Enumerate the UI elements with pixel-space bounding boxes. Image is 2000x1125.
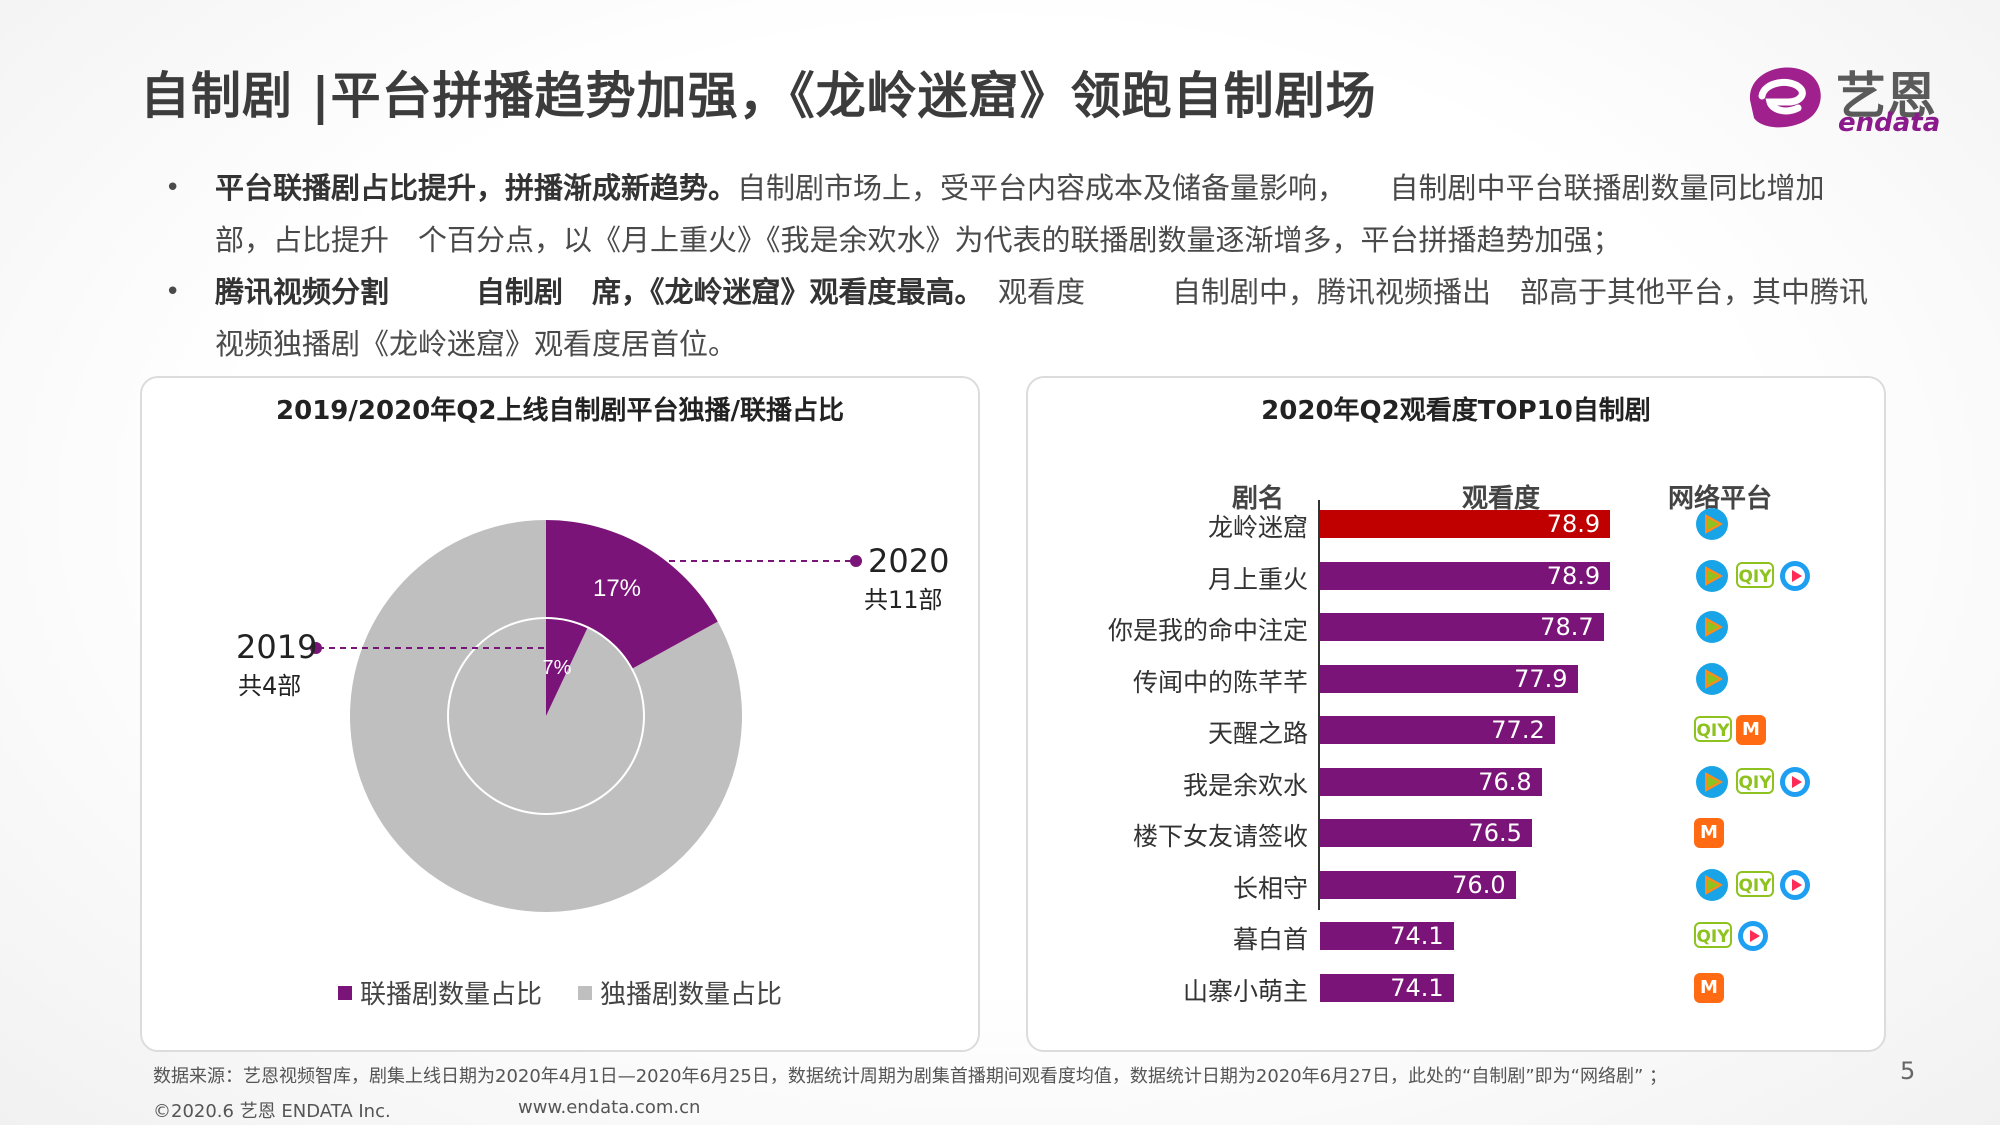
bar-category-label: 楼下女友请签收	[1132, 822, 1308, 851]
logo-cn-text: 艺恩	[1836, 67, 1936, 125]
bullet-text: 观看度 自制剧中，腾讯视频播出 部高于其他平台，其中腾讯视频独播剧《龙岭迷窟》观…	[215, 275, 1869, 361]
bullet-list: • 平台联播剧占比提升，拼播渐成新趋势。自制剧市场上，受平台内容成本及储备量影响…	[160, 162, 1883, 370]
bar-category-label: 我是余欢水	[1182, 770, 1308, 800]
endata-logo: 艺恩 endata	[1740, 56, 1950, 138]
tencent-icon	[1696, 611, 1728, 643]
outer-pct-label: 17%	[593, 575, 641, 602]
bar-value-label: 78.9	[1546, 561, 1601, 590]
bullet-dot: •	[165, 173, 181, 203]
footer-copyright: ©2020.6 艺恩 ENDATA Inc.	[153, 1101, 391, 1122]
bar: 74.1	[1320, 973, 1454, 1002]
bar: 77.9	[1320, 664, 1578, 693]
youku-icon	[1780, 766, 1810, 797]
column-header-name: 剧名	[1232, 484, 1285, 514]
tencent-icon	[1696, 559, 1728, 592]
legend-swatch-joint	[338, 985, 352, 1000]
bar-category-label: 月上重火	[1207, 564, 1308, 594]
pie-chart-svg: 17% 7%	[310, 520, 862, 912]
bar-value-label: 77.2	[1491, 716, 1545, 744]
bar-axis-line	[1318, 500, 1320, 910]
bar-category-label: 天醒之路	[1207, 719, 1308, 748]
bar-category-label: 暮白首	[1232, 925, 1308, 954]
bar-category-label: 你是我的命中注定	[1107, 616, 1308, 645]
bar-chart-title: 2020年Q2观看度TOP10自制剧	[1261, 396, 1651, 426]
bar-value-label: 76.0	[1452, 870, 1506, 899]
label-2019-count: 共4部	[238, 672, 302, 700]
mgtv-icon: M	[1694, 818, 1724, 848]
pie-chart-title: 2019/2020年Q2上线自制剧平台独播/联播占比	[276, 396, 844, 426]
pie-chart-panel: 2019/2020年Q2上线自制剧平台独播/联播占比 17% 7% 2020 共…	[140, 376, 980, 1052]
page-title: 自制剧 |平台拼播趋势加强，《龙岭迷窟》领跑自制剧场	[140, 67, 1377, 125]
bar: 76.8	[1320, 767, 1542, 796]
youku-icon	[1780, 560, 1810, 591]
bar-category-label: 长相守	[1232, 873, 1308, 903]
bullet-bold: 平台联播剧占比提升，拼播渐成新趋势。	[215, 171, 738, 205]
leader-dot-2019	[310, 642, 322, 654]
logo-en-text: endata	[1838, 108, 1941, 138]
bar: 78.9	[1320, 561, 1611, 590]
inner-pct-label: 7%	[543, 657, 572, 679]
bullet-dot: •	[165, 277, 181, 307]
tencent-icon	[1696, 508, 1728, 540]
mgtv-icon: M	[1736, 715, 1766, 745]
bar-category-label: 龙岭迷窟	[1207, 513, 1308, 542]
label-2019: 2019	[236, 628, 318, 666]
bar-value-label: 74.1	[1390, 922, 1444, 950]
footer-source: 数据来源：艺恩视频智库，剧集上线日期为2020年4月1日—2020年6月25日，…	[153, 1066, 1668, 1087]
bar-value-label: 78.9	[1546, 510, 1601, 538]
bar-value-label: 78.7	[1540, 613, 1594, 641]
youku-icon	[1738, 921, 1768, 951]
iqiyi-icon: QIY	[1736, 870, 1774, 897]
bar-value-label: 76.5	[1468, 819, 1522, 847]
bar-value-label: 74.1	[1390, 973, 1444, 1002]
iqiyi-icon: QIY	[1694, 922, 1732, 948]
bar: 77.2	[1320, 716, 1555, 744]
iqiyi-icon: QIY	[1736, 561, 1774, 588]
iqiyi-icon: QIY	[1694, 716, 1732, 742]
bullet-bold: 腾讯视频分割 自制剧 席，《龙岭迷窟》观看度最高。	[215, 275, 970, 309]
legend-label-joint: 联播剧数量占比	[360, 980, 543, 1010]
footer-url: www.endata.com.cn	[518, 1097, 701, 1118]
bar: 78.7	[1320, 613, 1604, 641]
endata-logo-icon	[1749, 67, 1821, 128]
pie-legend: 联播剧数量占比 独播剧数量占比	[338, 974, 782, 1011]
pie-slice-inner-joint	[546, 619, 588, 716]
bar-category-label: 山寨小萌主	[1182, 976, 1308, 1006]
bullet-item: • 平台联播剧占比提升，拼播渐成新趋势。自制剧市场上，受平台内容成本及储备量影响…	[160, 162, 1883, 266]
label-2020: 2020	[868, 542, 950, 580]
legend-swatch-exclusive	[578, 985, 593, 1000]
bar-chart-panel: 2020年Q2观看度TOP10自制剧 剧名 观看度 网络平台 龙岭迷窟 78.9 月…	[1026, 376, 1886, 1052]
bar: 76.5	[1320, 819, 1532, 847]
bar: 74.1	[1320, 922, 1454, 950]
bullet-item: • 腾讯视频分割 自制剧 席，《龙岭迷窟》观看度最高。 观看度 自制剧中，腾讯视…	[160, 266, 1880, 370]
bar-value-label: 76.8	[1478, 767, 1532, 796]
bar-value-label: 77.9	[1514, 664, 1568, 693]
bullet-text: 自制剧市场上，受平台内容成本及储备量影响， 自制剧中平台联播剧数量同比增加 部，…	[215, 171, 1883, 257]
mgtv-icon: M	[1694, 972, 1724, 1003]
tencent-icon	[1696, 662, 1728, 695]
column-header-platform: 网络平台	[1668, 484, 1773, 514]
legend-label-exclusive: 独播剧数量占比	[600, 980, 783, 1010]
column-header-value: 观看度	[1462, 484, 1541, 514]
pie-slice-inner-exclusive	[448, 619, 643, 813]
page-number: 5	[1900, 1057, 1916, 1085]
tencent-icon	[1696, 868, 1728, 901]
bar: 78.9	[1320, 510, 1611, 538]
label-2020-count: 共11部	[864, 586, 943, 614]
iqiyi-icon: QIY	[1736, 767, 1774, 794]
bar-category-label: 传闻中的陈芊芊	[1132, 667, 1308, 697]
youku-icon	[1780, 869, 1810, 900]
tencent-icon	[1696, 765, 1728, 798]
leader-dot-2020	[850, 555, 862, 567]
bar: 76.0	[1320, 870, 1516, 899]
